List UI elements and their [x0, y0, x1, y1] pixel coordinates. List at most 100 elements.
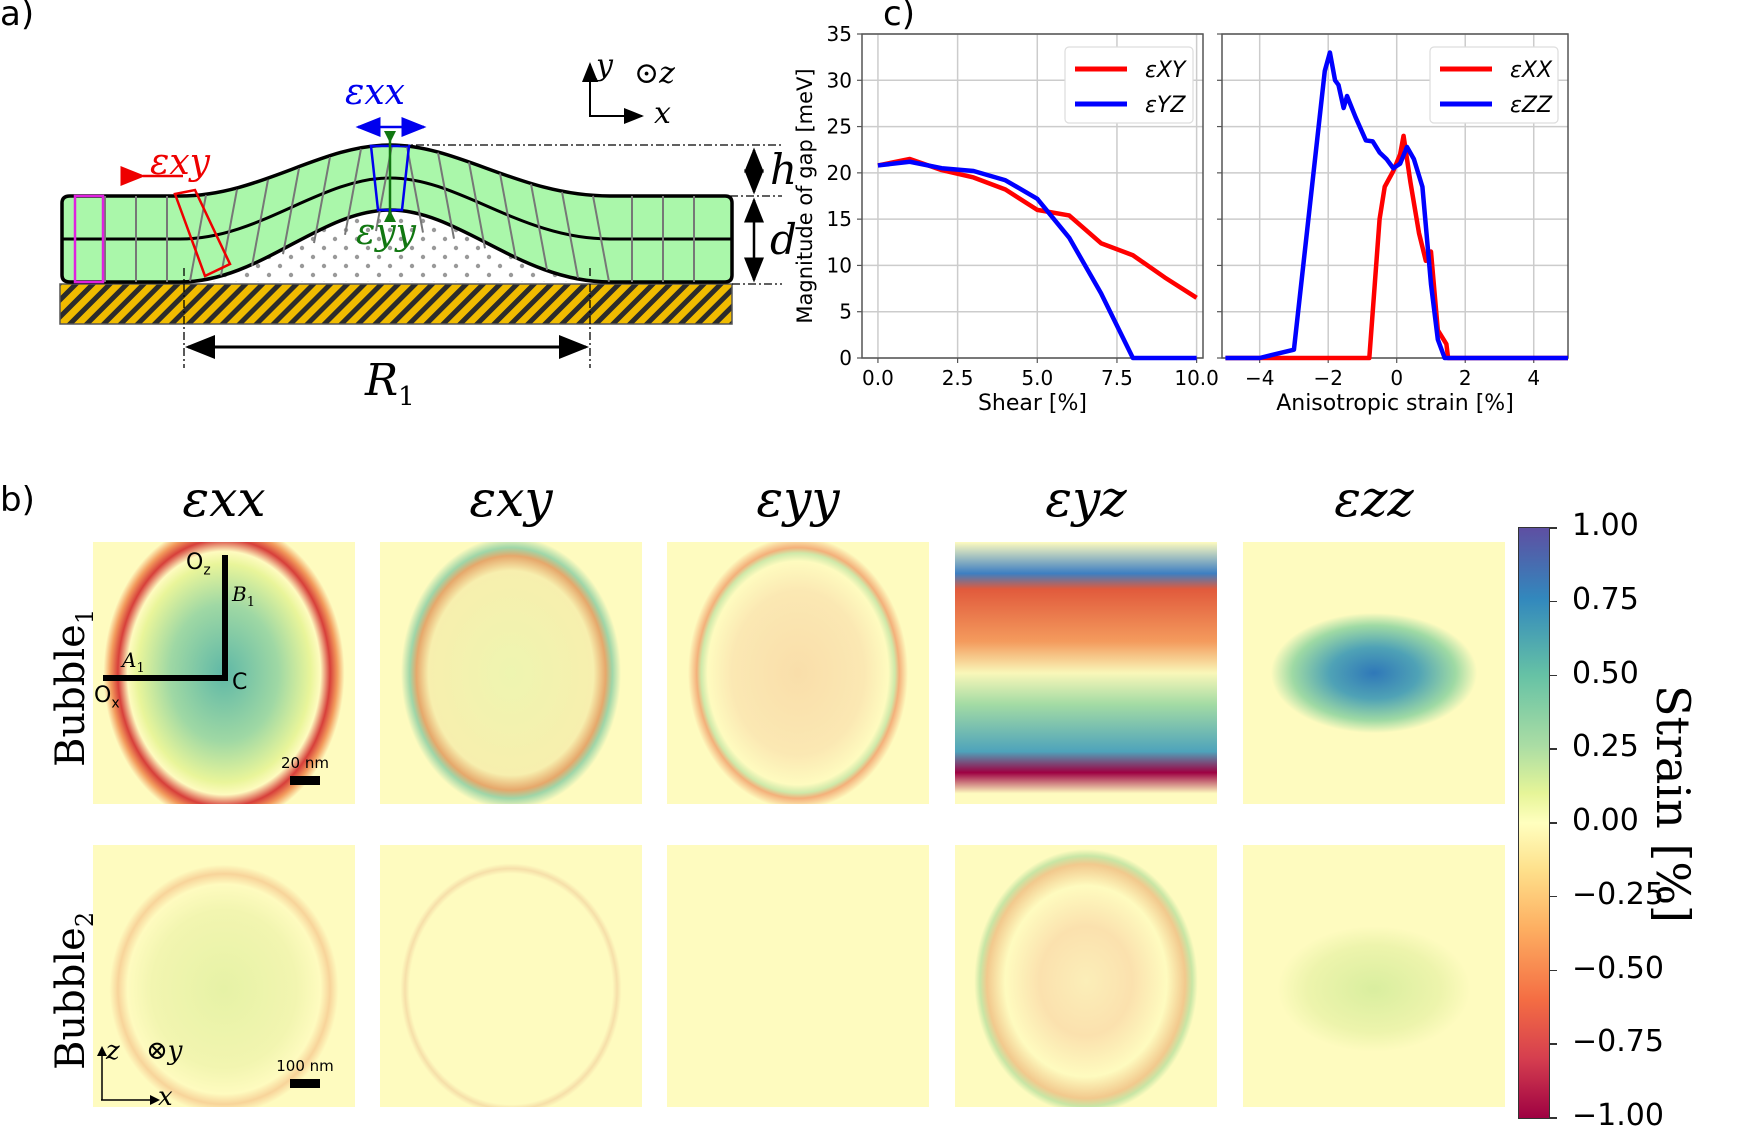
- heatmap-bubble2-col1: [93, 845, 355, 1107]
- eps-xy-label: εxy: [150, 142, 210, 183]
- y-tick-label: 20: [827, 161, 852, 185]
- heatmap-bubble2-col3: [667, 845, 929, 1107]
- membrane-diagram: [59, 62, 782, 368]
- panel-label-c: c): [883, 0, 915, 34]
- heatmap-bubble2-col2: [380, 845, 642, 1107]
- colorbar-tick-label: 0.50: [1572, 655, 1639, 691]
- colorbar-tick: [1550, 969, 1557, 971]
- colorbar-tick: [1550, 600, 1557, 603]
- shear-cell-box: [173, 188, 232, 278]
- cell-divider: [530, 183, 548, 271]
- colorbar-tick-label: −0.50: [1572, 950, 1664, 986]
- eps-yy-label: εyy: [356, 212, 416, 253]
- y-tick-label: 30: [827, 68, 852, 92]
- scale-bar-label: 20 nm: [281, 754, 329, 772]
- axis-x-label: x: [158, 1082, 173, 1112]
- bubble-gas: [165, 210, 620, 282]
- y-tick-label: 0: [839, 346, 852, 370]
- legend-label: εXY: [1145, 58, 1187, 83]
- axis-y-label: ⊗y: [146, 1036, 183, 1066]
- legend-label: εZZ: [1510, 93, 1553, 118]
- unit-cell-box: [73, 194, 105, 284]
- eps-xx-label: εxx: [345, 72, 405, 113]
- legend-label: εXX: [1510, 58, 1553, 83]
- x-tick-label: 7.5: [1101, 366, 1133, 390]
- heatmap-bubble2-col4: [955, 845, 1217, 1107]
- cell-divider: [406, 146, 424, 233]
- stretch-cell-box: [369, 144, 411, 212]
- y-tick-label: 15: [827, 207, 852, 231]
- label-a1: A1: [122, 648, 145, 676]
- column-title-3: εyy: [756, 470, 840, 528]
- anisotropic-chart: −4 −2 0 2 4 Anisotropic strain [%] εXX εZZ: [1217, 33, 1569, 416]
- axis-x-label: x: [654, 96, 671, 131]
- heatmap-bubble2-col5: [1243, 845, 1505, 1107]
- scale-bar-1: 20 nm: [275, 754, 335, 785]
- cell-divider: [437, 152, 455, 239]
- column-title-5: εzz: [1334, 470, 1414, 528]
- colorbar-tick-label: 1.00: [1572, 508, 1639, 543]
- axis-z-label: ⊙z: [634, 56, 675, 91]
- colorbar-tick: [1550, 822, 1557, 824]
- colorbar-tick: [1550, 895, 1557, 898]
- x-tick-label: 5.0: [1021, 366, 1053, 390]
- scale-bar-label: 100 nm: [276, 1057, 334, 1075]
- colorbar-tick-label: 0.00: [1572, 803, 1639, 838]
- heatmap-bubble1-col4: [955, 542, 1217, 804]
- panel-label-a: a): [0, 0, 35, 34]
- cell-divider: [561, 191, 579, 279]
- column-title-4: εyz: [1045, 470, 1127, 528]
- x-tick-label: 4: [1527, 366, 1540, 390]
- heatmap-bubble1-col2: [380, 542, 642, 804]
- x-tick-label: 0.0: [862, 366, 894, 390]
- colorbar-tick: [1550, 1117, 1557, 1119]
- x-tick-label: 10.0: [1174, 366, 1219, 390]
- eps-yy-arrow-bottom-icon: [384, 210, 396, 222]
- cell-divider: [592, 195, 610, 282]
- r1-label: R1: [365, 355, 415, 412]
- colorbar-tick-label: 0.25: [1572, 729, 1639, 765]
- label-c: C: [232, 670, 248, 695]
- y-axis-label: Magnitude of gap [meV]: [793, 68, 817, 323]
- colorbar-tick: [1550, 674, 1557, 676]
- row-label-2: Bubble2: [48, 911, 99, 1070]
- cell-divider: [499, 173, 517, 260]
- membrane-cells: [104, 144, 695, 282]
- colorbar-tick-label: −0.75: [1572, 1024, 1664, 1060]
- plot-frame: [861, 33, 1204, 359]
- series-line-εXX: [1225, 133, 1568, 361]
- substrate: [59, 283, 733, 325]
- cell-divider: [220, 189, 238, 276]
- label-b1: B1: [232, 582, 255, 610]
- plot-frame: [1221, 33, 1569, 359]
- heatmap-bubble1-col5: [1243, 542, 1505, 804]
- column-title-2: εxy: [469, 470, 553, 528]
- axis-z-label: z: [106, 1036, 120, 1066]
- cell-divider: [468, 162, 486, 249]
- series-line-εYZ: [877, 159, 1197, 361]
- colorbar-label: Strain [%]: [1646, 685, 1700, 923]
- x-axis-label: Anisotropic strain [%]: [1276, 391, 1514, 416]
- panel-label-b: b): [0, 480, 35, 520]
- colorbar-tick-label: −0.25: [1572, 876, 1664, 912]
- guide-lines: [183, 144, 782, 368]
- y-tick-label: 5: [839, 300, 852, 324]
- cell-divider: [313, 156, 331, 244]
- h-label: h: [770, 145, 798, 194]
- heatmap-bubble1-col3: [667, 542, 929, 804]
- colorbar-tick: [1550, 1043, 1557, 1045]
- x-tick-label: −4: [1245, 366, 1274, 390]
- x-tick-label: −2: [1313, 366, 1342, 390]
- colorbar-tick-label: 0.75: [1572, 581, 1639, 617]
- y-tick-label: 35: [827, 22, 852, 46]
- axis-y-label: y: [596, 48, 613, 83]
- y-tick-label: 10: [827, 253, 852, 277]
- cell-divider: [251, 179, 269, 266]
- column-title-1: εxx: [182, 470, 266, 528]
- row-label-1: Bubble1: [48, 608, 99, 767]
- d-label: d: [770, 215, 797, 264]
- x-tick-label: 2.5: [942, 366, 974, 390]
- colorbar: [1518, 527, 1550, 1119]
- shear-chart: 0.0 2.5 5.0 7.5 10.0 0 5 10 15 20 25 30 35 Shear [%] M…: [793, 22, 1219, 416]
- label-oz: Oz: [186, 550, 211, 579]
